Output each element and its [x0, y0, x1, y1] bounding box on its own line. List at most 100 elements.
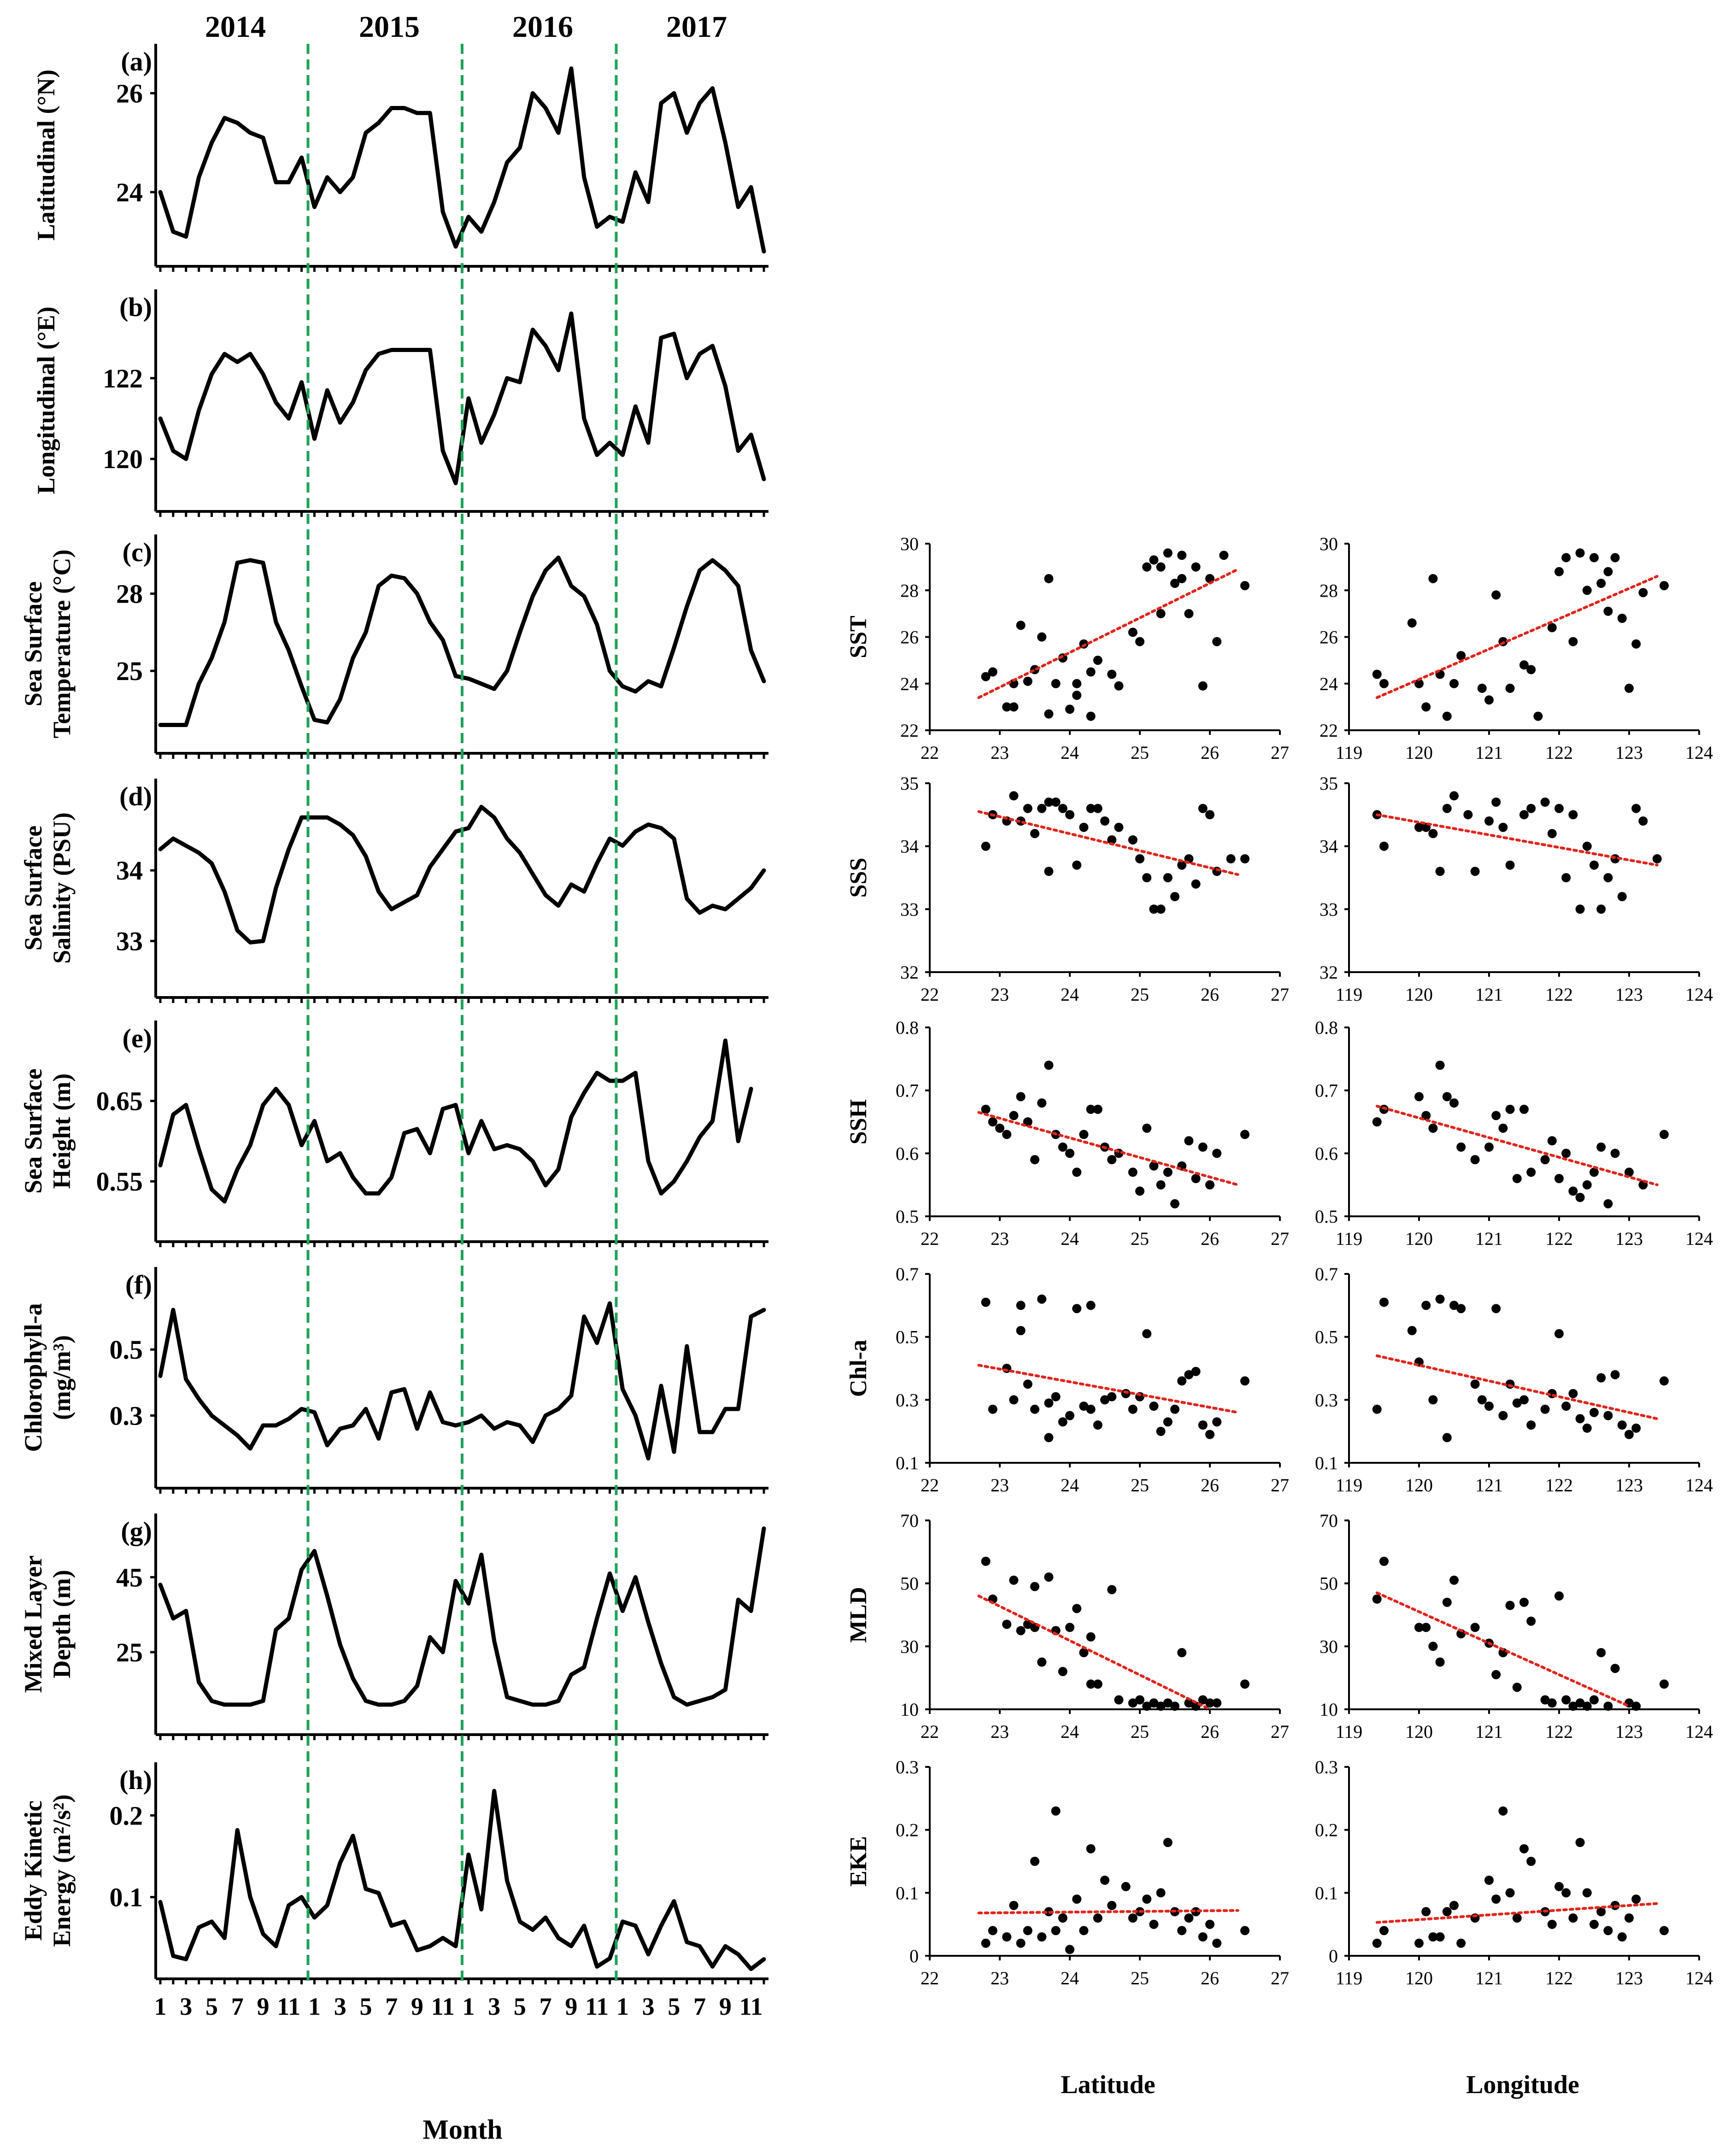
x-tick-label: 120 — [1405, 1475, 1433, 1496]
y-tick-label: 0.5 — [1315, 1327, 1338, 1348]
data-point — [1016, 1301, 1026, 1310]
data-point — [1470, 867, 1480, 876]
data-point — [1428, 829, 1438, 839]
data-point — [1051, 1926, 1061, 1936]
data-point — [1379, 679, 1389, 688]
x-tick-label: 124 — [1685, 1968, 1713, 1989]
x-tick-label: 23 — [991, 742, 1009, 763]
y-tick-label: 0.7 — [1315, 1264, 1338, 1285]
data-point — [1149, 1402, 1159, 1411]
x-tick-label: 22 — [921, 1475, 939, 1496]
data-point — [1114, 681, 1124, 691]
data-point — [1519, 1597, 1529, 1607]
data-point — [988, 1404, 997, 1414]
x-tick-label: 123 — [1615, 742, 1643, 763]
data-point — [1142, 1895, 1152, 1904]
y-tick-label: 28 — [900, 580, 919, 601]
y-axis-title: Longitudinal (°E) — [32, 306, 60, 494]
data-point — [1554, 1329, 1564, 1338]
data-point — [1526, 1616, 1536, 1626]
data-point — [1072, 679, 1082, 688]
x-tick-label: 124 — [1685, 742, 1713, 763]
y-tick-label: 122 — [103, 364, 143, 393]
data-point — [1442, 1092, 1452, 1102]
data-point — [1079, 1130, 1089, 1139]
panel-label: (h) — [119, 1765, 152, 1795]
data-point — [1107, 1901, 1117, 1910]
data-point — [1093, 656, 1103, 665]
year-label-2016: 2016 — [512, 10, 573, 44]
data-point — [1575, 1698, 1585, 1708]
x-tick-label: 121 — [1475, 1968, 1503, 1989]
data-point — [1219, 551, 1229, 560]
data-point — [1177, 1376, 1187, 1386]
month-tick-label: 3 — [180, 1993, 192, 2020]
data-point — [1660, 1926, 1669, 1936]
y-tick-label: 70 — [1320, 1510, 1338, 1531]
y-tick-label: 24 — [1320, 674, 1338, 694]
data-point — [1093, 1913, 1103, 1923]
data-point — [1561, 1695, 1571, 1705]
y-tick-label: 120 — [103, 444, 143, 474]
data-point — [1009, 679, 1019, 688]
data-point — [1547, 1136, 1557, 1145]
data-point — [1491, 798, 1501, 807]
scatter-panel-sst-latitude: 22 23 24 25 26 27 22 24 26 28 30 SST — [845, 534, 1289, 763]
y-tick-label: 24 — [116, 177, 143, 207]
data-point — [1568, 1913, 1578, 1923]
x-tick-label: 24 — [1061, 742, 1079, 763]
data-point — [1107, 669, 1117, 679]
time-series-panels: 24 26(a) Latitudinal (°N) 120 122 (b) Longitud… — [19, 44, 768, 2020]
data-point — [1617, 1932, 1627, 1942]
data-point — [1037, 1294, 1047, 1304]
y-tick-label: 0.5 — [896, 1206, 919, 1227]
panel-label: (e) — [123, 1023, 152, 1053]
x-tick-label: 22 — [921, 1721, 939, 1742]
y-axis-title: (mg/m³) — [48, 1335, 76, 1420]
data-point — [1519, 1395, 1529, 1405]
data-point — [1072, 1895, 1082, 1904]
data-point — [1086, 804, 1096, 813]
y-tick-label: 30 — [1320, 534, 1338, 554]
data-point — [1086, 1404, 1096, 1414]
data-point — [1554, 1591, 1564, 1601]
data-point — [1456, 1142, 1466, 1152]
panel-label: (d) — [119, 781, 152, 811]
data-point — [1575, 1193, 1585, 1202]
y-tick-label: 0.8 — [896, 1017, 919, 1038]
x-tick-label: 121 — [1475, 742, 1503, 763]
data-point — [1016, 1326, 1026, 1335]
data-point — [1463, 810, 1473, 820]
data-point — [1596, 1142, 1606, 1152]
data-point — [1561, 553, 1571, 563]
y-tick-label: 0.1 — [1315, 1883, 1338, 1903]
y-axis-title: Height (m) — [48, 1074, 76, 1189]
data-point — [1184, 1698, 1194, 1708]
trend-line — [1375, 575, 1659, 699]
data-point — [1638, 588, 1648, 598]
y-tick-label: 34 — [1320, 836, 1338, 857]
month-tick-label: 5 — [205, 1993, 218, 2020]
x-tick-label: 25 — [1131, 1721, 1149, 1742]
data-point — [1603, 1701, 1613, 1711]
data-point — [1226, 854, 1236, 863]
data-point — [1191, 879, 1201, 889]
data-point — [1470, 1155, 1480, 1164]
x-tick-label: 120 — [1405, 742, 1433, 763]
data-point — [1428, 1123, 1438, 1133]
data-point — [1540, 1404, 1550, 1414]
data-point — [1589, 1919, 1599, 1929]
data-point — [1435, 867, 1445, 876]
data-point — [1114, 822, 1124, 832]
line-panel-7: 25 45 (g) Mixed Layer Depth (m) — [19, 1513, 768, 1740]
data-point — [1212, 1149, 1222, 1158]
data-point — [1156, 1426, 1166, 1436]
data-point — [1449, 1098, 1459, 1108]
y-tick-label: 0.65 — [96, 1086, 143, 1116]
x-tick-label: 122 — [1545, 1475, 1573, 1496]
data-point — [1603, 1926, 1613, 1936]
data-point — [1184, 609, 1194, 618]
x-tick-label: 24 — [1061, 1228, 1079, 1249]
y-axis-title: Sea Surface — [19, 1068, 47, 1193]
data-point — [1505, 1104, 1515, 1114]
